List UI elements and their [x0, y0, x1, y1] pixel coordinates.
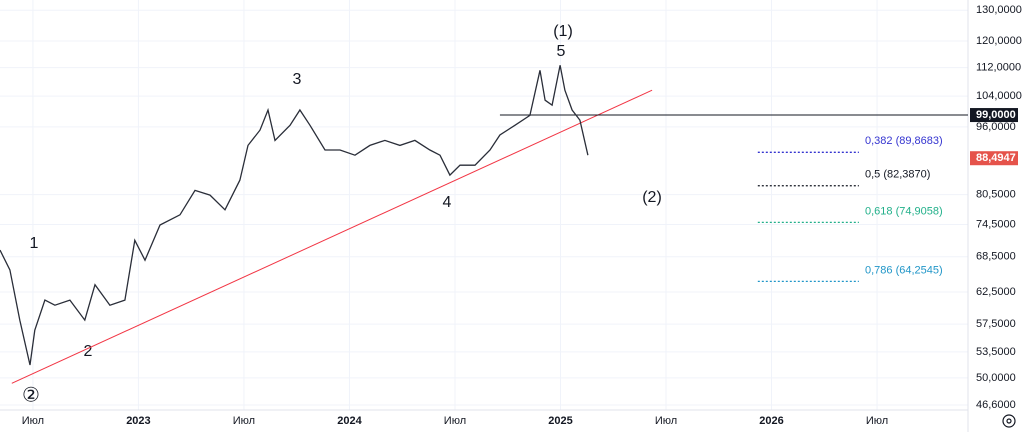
y-tick-label: 130,0000 [976, 4, 1022, 16]
fib-label: 0,618 (74,9058) [865, 205, 943, 217]
icon [1006, 418, 1012, 424]
wave-label: ② [22, 384, 40, 406]
y-tick-label: 46,6000 [976, 399, 1016, 411]
trendline [11, 89, 653, 384]
y-tick-label: 112,0000 [976, 61, 1021, 73]
y-tick-label: 96,0000 [976, 121, 1016, 133]
price-line [0, 65, 589, 366]
fib-label: 0,382 (89,8683) [865, 135, 943, 147]
wave-label: (1) [553, 23, 573, 40]
y-tick-label: 74,5000 [976, 218, 1016, 230]
x-tick-label: 2024 [337, 415, 362, 427]
wave-label: 2 [84, 343, 93, 360]
x-tick-label: Июл [22, 415, 44, 427]
last-price-tag [970, 151, 1018, 166]
y-tick-label: 68,5000 [976, 251, 1016, 263]
x-tick-label: 2025 [548, 415, 572, 427]
y-tick-label: 62,5000 [976, 286, 1016, 298]
y-tick-label: 120,0000 [976, 35, 1022, 47]
y-tick-label: 53,5000 [976, 346, 1016, 358]
fib-label: 0,786 (64,2545) [865, 264, 943, 276]
wave-label: (2) [642, 189, 662, 206]
last-price-label: 88,4947 [976, 152, 1016, 164]
wave-label: 3 [293, 71, 302, 88]
x-tick-label: 2026 [759, 415, 783, 427]
y-tick-label: 50,0000 [976, 372, 1016, 384]
x-tick-label: Июл [655, 415, 677, 427]
x-tick-label: Июл [444, 415, 466, 427]
level-tag-label: 99,0000 [976, 109, 1016, 121]
settings-icon[interactable] [1002, 414, 1016, 428]
icon [1002, 414, 1016, 428]
x-tick-label: Июл [233, 415, 255, 427]
x-tick-label: Июл [866, 415, 888, 427]
wave-label: 4 [443, 194, 452, 211]
wave-label: 1 [30, 235, 39, 252]
y-tick-label: 80,5000 [976, 189, 1016, 201]
y-tick-label: 57,5000 [976, 318, 1016, 330]
wave-label: 5 [557, 43, 566, 60]
x-tick-label: 2023 [126, 415, 150, 427]
y-tick-label: 104,0000 [976, 90, 1022, 102]
fib-label: 0,5 (82,3870) [865, 169, 930, 181]
level-tag [970, 108, 1018, 123]
